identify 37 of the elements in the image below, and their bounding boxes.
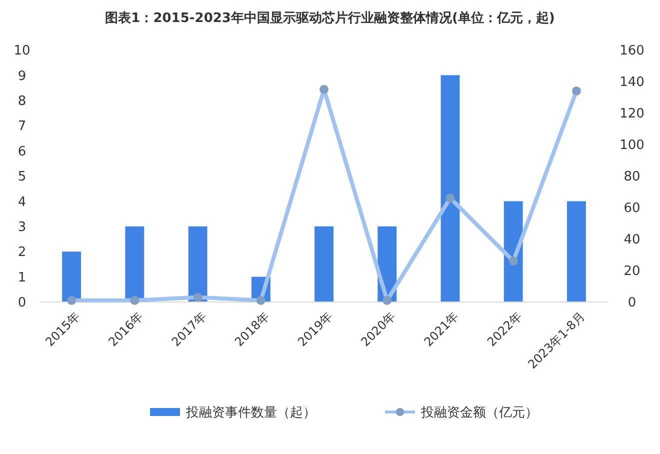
y-tick-label: 3 [18, 220, 26, 235]
y-tick-label: 5 [18, 170, 26, 185]
point [130, 296, 140, 305]
bar [62, 252, 82, 302]
y-tick-label: 7 [18, 119, 26, 134]
y-tick-label: 0 [18, 296, 26, 311]
point [193, 292, 202, 302]
y-tick-label: 1 [18, 270, 26, 286]
bar [188, 226, 208, 302]
legend-label: 投融资事件数量（起） [185, 406, 316, 421]
y2-tick-label: 80 [624, 170, 640, 185]
bar [566, 201, 586, 302]
y2-tick-label: 100 [620, 138, 644, 154]
y-tick-label: 6 [18, 144, 26, 160]
y2-tick-label: 40 [624, 232, 640, 248]
y2-tick-label: 120 [620, 106, 644, 122]
chart-title: 图表1：2015-2023年中国显示驱动芯片行业融资整体情况(单位：亿元，起) [105, 10, 555, 26]
point [382, 296, 392, 305]
bar [440, 75, 460, 302]
point [508, 256, 518, 266]
y2-tick-label: 60 [624, 201, 640, 216]
y-tick-label: 4 [18, 194, 26, 210]
y-tick-label: 9 [18, 68, 26, 84]
point [67, 296, 76, 305]
point [256, 296, 266, 305]
y-tick-label: 2 [18, 245, 26, 260]
bar [314, 226, 334, 302]
y2-tick-label: 160 [620, 44, 644, 59]
legend-label: 投融资金额（亿元） [420, 406, 538, 421]
y2-tick-label: 0 [628, 296, 636, 311]
y-tick-label: 10 [14, 44, 30, 59]
y2-tick-label: 140 [620, 75, 644, 90]
y-tick-label: 8 [18, 94, 26, 109]
point [572, 86, 581, 96]
point [446, 194, 455, 203]
point [320, 84, 328, 94]
y2-tick-label: 20 [624, 264, 640, 280]
